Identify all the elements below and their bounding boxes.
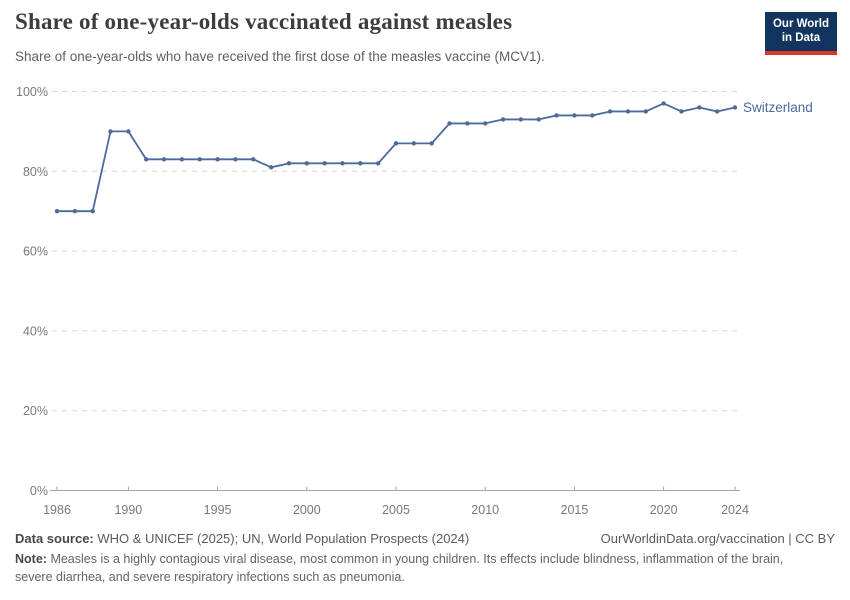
x-tick-label: 2005 — [382, 503, 410, 517]
data-point — [304, 161, 309, 166]
data-point — [518, 117, 524, 122]
data-point — [268, 165, 274, 170]
data-point — [54, 209, 60, 214]
data-source-text: WHO & UNICEF (2025); UN, World Populatio… — [97, 531, 470, 546]
page-title: Share of one-year-olds vaccinated agains… — [15, 9, 513, 34]
data-point — [554, 113, 559, 118]
data-point — [590, 113, 595, 118]
owid-logo: Our World in Data — [764, 12, 837, 55]
data-point — [197, 157, 202, 162]
y-tick-label: 60% — [23, 245, 48, 259]
note-text: Measles is a highly contagious viral dis… — [15, 552, 784, 584]
data-point — [411, 141, 417, 146]
data-point — [179, 157, 185, 162]
data-point — [625, 109, 631, 114]
data-source: Data source: WHO & UNICEF (2025); UN, Wo… — [15, 531, 469, 546]
data-point — [447, 121, 452, 126]
data-point — [661, 101, 666, 106]
data-point — [161, 157, 167, 162]
data-point — [375, 161, 381, 166]
series-line — [56, 102, 736, 213]
data-point — [286, 161, 292, 166]
x-tick-label: 2015 — [561, 503, 589, 517]
data-point — [90, 209, 95, 214]
data-point — [393, 141, 399, 146]
source-row: Data source: WHO & UNICEF (2025); UN, Wo… — [15, 531, 835, 546]
data-point — [108, 129, 113, 134]
chart-footer: Data source: WHO & UNICEF (2025); UN, Wo… — [15, 531, 835, 587]
chart-subtitle: Share of one-year-olds who have received… — [15, 49, 545, 64]
x-tick-label: 1995 — [204, 503, 232, 517]
data-point — [251, 157, 256, 162]
data-point — [536, 117, 541, 122]
data-point — [697, 105, 702, 110]
data-point — [72, 209, 78, 214]
data-point — [322, 161, 327, 166]
data-point — [465, 121, 470, 126]
y-tick-label: 0% — [30, 484, 48, 498]
x-tick-label: 2020 — [650, 503, 678, 517]
attribution-link: OurWorldinData.org/vaccination | CC BY — [600, 531, 835, 546]
data-point — [607, 109, 613, 114]
y-tick-label: 40% — [23, 324, 48, 338]
data-point — [483, 121, 488, 126]
data-point — [340, 161, 345, 166]
data-point — [429, 141, 434, 146]
y-tick-label: 80% — [23, 165, 48, 179]
data-point — [500, 117, 506, 122]
data-point — [714, 109, 720, 114]
owid-logo-line1: Our World — [772, 18, 829, 30]
x-tick-label: 2024 — [721, 503, 749, 517]
series-end-label: Switzerland — [743, 100, 813, 115]
y-tick-label: 100% — [16, 85, 48, 99]
data-point — [358, 161, 363, 166]
x-tick-label: 2000 — [293, 503, 321, 517]
x-tick-label: 1986 — [43, 503, 71, 517]
data-point — [643, 109, 648, 114]
data-source-label: Data source: — [15, 531, 94, 546]
data-point — [144, 157, 149, 162]
data-point — [126, 129, 131, 134]
x-tick-label: 2010 — [471, 503, 499, 517]
note-label: Note: — [15, 552, 47, 566]
data-point — [572, 113, 577, 118]
line-chart: 0% 20% 40% 60% 80% 100% 1986 1990 1995 2000 2005 20… — [16, 85, 813, 517]
y-tick-label: 20% — [23, 404, 48, 418]
data-point — [233, 157, 238, 162]
data-point — [215, 157, 220, 162]
chart-note: Note: Measles is a highly contagious vir… — [15, 551, 815, 587]
owid-logo-line2: in Data — [781, 31, 821, 44]
x-tick-label: 1990 — [114, 503, 142, 517]
data-point — [732, 105, 738, 110]
data-point — [679, 109, 684, 114]
